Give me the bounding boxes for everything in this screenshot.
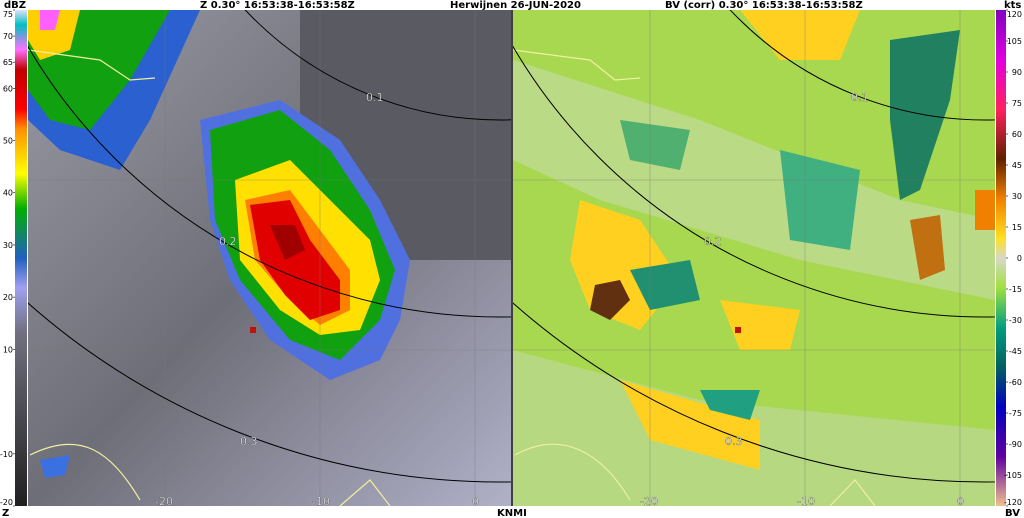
scale-label: -20: [0, 498, 13, 507]
scale-label: -60: [1009, 378, 1022, 387]
footer-brand: KNMI: [497, 508, 527, 518]
kts-colorbar: [996, 10, 1006, 506]
scale-label: -75: [1009, 409, 1022, 418]
scale-label: 30: [1012, 192, 1022, 201]
range-label: 0.2: [219, 235, 237, 248]
x-label: 0: [957, 495, 964, 508]
scale-label: -120: [1004, 498, 1022, 507]
bv-footer: BV: [1005, 508, 1020, 518]
left-title: Z 0.30° 16:53:38-16:53:58Z: [200, 0, 355, 11]
range-label: 0.3: [240, 435, 258, 448]
scale-label: -105: [1004, 471, 1022, 480]
velocity-panel: [513, 10, 995, 506]
scale-label: -10: [0, 450, 13, 459]
scale-label: 0: [1017, 254, 1022, 263]
x-label: 0: [472, 495, 479, 508]
dbz-unit: dBZ: [4, 0, 26, 11]
scale-label: 15: [1012, 223, 1022, 232]
scale-label: 40: [3, 189, 13, 198]
x-label: -10: [312, 495, 330, 508]
scale-label: 60: [3, 84, 13, 93]
scale-label: 50: [3, 137, 13, 146]
scale-label: 20: [3, 293, 13, 302]
scale-label: -30: [1009, 316, 1022, 325]
right-title: BV (corr) 0.30° 16:53:38-16:53:58Z: [665, 0, 863, 11]
scale-label: 45: [1012, 161, 1022, 170]
scale-label: 75: [1012, 99, 1022, 108]
scale-label: 65: [3, 58, 13, 67]
x-label: -20: [640, 495, 658, 508]
scale-label: 30: [3, 241, 13, 250]
range-label: 0.3: [725, 435, 743, 448]
scale-label: -45: [1009, 347, 1022, 356]
scale-label: 105: [1007, 37, 1022, 46]
scale-label: 60: [1012, 130, 1022, 139]
scale-label: 10: [3, 345, 13, 354]
z-footer: Z: [2, 508, 9, 518]
range-label: 0.2: [704, 235, 722, 248]
dbz-colorbar: [15, 10, 27, 506]
scale-label: 75: [3, 10, 13, 19]
x-label: -20: [155, 495, 173, 508]
reflectivity-panel: [28, 10, 511, 506]
range-label: 0.1: [851, 91, 869, 104]
range-label: 0.1: [366, 91, 384, 104]
scale-label: 90: [1012, 68, 1022, 77]
scale-label: 70: [3, 32, 13, 41]
x-label: -10: [797, 495, 815, 508]
scale-label: 120: [1007, 10, 1022, 19]
center-title: Herwijnen 26-JUN-2020: [450, 0, 581, 11]
kts-unit: kts: [1004, 0, 1021, 11]
scale-label: -90: [1009, 440, 1022, 449]
scale-label: -15: [1009, 285, 1022, 294]
